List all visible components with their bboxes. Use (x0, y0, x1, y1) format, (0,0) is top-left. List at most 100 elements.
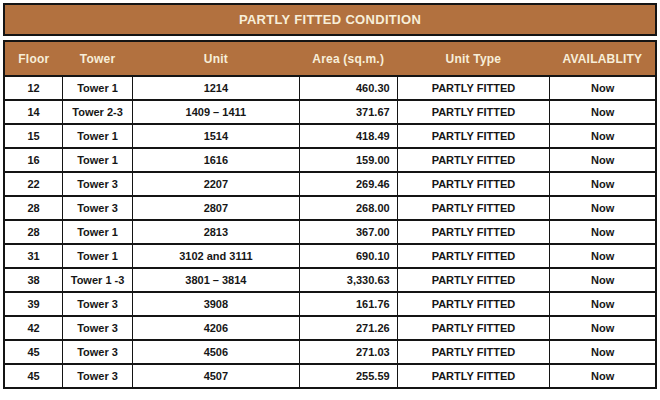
cell-availability: Now (550, 196, 656, 220)
units-table: Floor Tower Unit Area (sq.m.) Unit Type … (3, 40, 657, 389)
cell-unit-type: PARTLY FITTED (397, 196, 550, 220)
cell-area: 255.59 (299, 364, 397, 388)
cell-floor: 15 (4, 124, 63, 148)
column-header-availability: AVAILABLITY (550, 41, 656, 76)
cell-floor: 45 (4, 364, 63, 388)
cell-availability: Now (550, 268, 656, 292)
table-row: 14 Tower 2-3 1409 – 1411 371.67 PARTLY F… (4, 100, 656, 124)
column-header-unit: Unit (132, 41, 299, 76)
column-header-area: Area (sq.m.) (299, 41, 397, 76)
table-row: 38 Tower 1 -3 3801 – 3814 3,330.63 PARTL… (4, 268, 656, 292)
cell-floor: 22 (4, 172, 63, 196)
table-row: 28 Tower 1 2813 367.00 PARTLY FITTED Now (4, 220, 656, 244)
cell-unit-type: PARTLY FITTED (397, 100, 550, 124)
table-row: 15 Tower 1 1514 418.49 PARTLY FITTED Now (4, 124, 656, 148)
cell-unit-type: PARTLY FITTED (397, 220, 550, 244)
cell-tower: Tower 1 -3 (63, 268, 133, 292)
table-row: 31 Tower 1 3102 and 3111 690.10 PARTLY F… (4, 244, 656, 268)
cell-unit-type: PARTLY FITTED (397, 316, 550, 340)
cell-floor: 42 (4, 316, 63, 340)
cell-availability: Now (550, 316, 656, 340)
cell-unit: 2813 (132, 220, 299, 244)
cell-unit-type: PARTLY FITTED (397, 364, 550, 388)
cell-tower: Tower 1 (63, 220, 133, 244)
cell-floor: 28 (4, 220, 63, 244)
cell-availability: Now (550, 292, 656, 316)
cell-floor: 38 (4, 268, 63, 292)
cell-area: 268.00 (299, 196, 397, 220)
cell-unit-type: PARTLY FITTED (397, 76, 550, 100)
cell-tower: Tower 1 (63, 124, 133, 148)
cell-tower: Tower 2-3 (63, 100, 133, 124)
cell-unit-type: PARTLY FITTED (397, 340, 550, 364)
table-row: 28 Tower 3 2807 268.00 PARTLY FITTED Now (4, 196, 656, 220)
cell-area: 367.00 (299, 220, 397, 244)
cell-unit: 2207 (132, 172, 299, 196)
cell-tower: Tower 3 (63, 172, 133, 196)
cell-tower: Tower 3 (63, 316, 133, 340)
cell-availability: Now (550, 220, 656, 244)
cell-area: 159.00 (299, 148, 397, 172)
cell-tower: Tower 3 (63, 364, 133, 388)
table-row: 16 Tower 1 1616 159.00 PARTLY FITTED Now (4, 148, 656, 172)
cell-unit: 1514 (132, 124, 299, 148)
cell-availability: Now (550, 244, 656, 268)
cell-tower: Tower 1 (63, 148, 133, 172)
cell-area: 418.49 (299, 124, 397, 148)
cell-tower: Tower 3 (63, 196, 133, 220)
cell-unit: 1214 (132, 76, 299, 100)
cell-unit: 1409 – 1411 (132, 100, 299, 124)
cell-unit: 4507 (132, 364, 299, 388)
condition-sheet: PARTLY FITTED CONDITION Floor Tower Unit… (3, 3, 657, 389)
cell-unit-type: PARTLY FITTED (397, 172, 550, 196)
cell-availability: Now (550, 364, 656, 388)
table-row: 22 Tower 3 2207 269.46 PARTLY FITTED Now (4, 172, 656, 196)
cell-floor: 12 (4, 76, 63, 100)
cell-availability: Now (550, 100, 656, 124)
cell-tower: Tower 3 (63, 340, 133, 364)
cell-area: 271.26 (299, 316, 397, 340)
cell-unit: 4506 (132, 340, 299, 364)
cell-unit-type: PARTLY FITTED (397, 268, 550, 292)
cell-area: 271.03 (299, 340, 397, 364)
cell-tower: Tower 1 (63, 244, 133, 268)
cell-availability: Now (550, 340, 656, 364)
cell-unit-type: PARTLY FITTED (397, 244, 550, 268)
cell-floor: 39 (4, 292, 63, 316)
table-row: 12 Tower 1 1214 460.30 PARTLY FITTED Now (4, 76, 656, 100)
cell-unit-type: PARTLY FITTED (397, 148, 550, 172)
cell-area: 460.30 (299, 76, 397, 100)
table-row: 45 Tower 3 4506 271.03 PARTLY FITTED Now (4, 340, 656, 364)
table-body: 12 Tower 1 1214 460.30 PARTLY FITTED Now… (4, 76, 656, 388)
cell-unit: 4206 (132, 316, 299, 340)
cell-availability: Now (550, 76, 656, 100)
cell-unit-type: PARTLY FITTED (397, 292, 550, 316)
cell-area: 161.76 (299, 292, 397, 316)
cell-floor: 14 (4, 100, 63, 124)
cell-unit-type: PARTLY FITTED (397, 124, 550, 148)
cell-area: 3,330.63 (299, 268, 397, 292)
cell-unit: 3908 (132, 292, 299, 316)
table-header-row: Floor Tower Unit Area (sq.m.) Unit Type … (4, 41, 656, 76)
table-row: 45 Tower 3 4507 255.59 PARTLY FITTED Now (4, 364, 656, 388)
cell-area: 690.10 (299, 244, 397, 268)
cell-unit: 1616 (132, 148, 299, 172)
cell-availability: Now (550, 148, 656, 172)
table-title: PARTLY FITTED CONDITION (239, 12, 421, 27)
cell-unit: 3102 and 3111 (132, 244, 299, 268)
cell-area: 371.67 (299, 100, 397, 124)
table-row: 42 Tower 3 4206 271.26 PARTLY FITTED Now (4, 316, 656, 340)
table-title-bar: PARTLY FITTED CONDITION (3, 3, 657, 36)
cell-floor: 45 (4, 340, 63, 364)
cell-tower: Tower 1 (63, 76, 133, 100)
column-header-floor: Floor (4, 41, 63, 76)
cell-floor: 28 (4, 196, 63, 220)
column-header-tower: Tower (63, 41, 133, 76)
table-row: 39 Tower 3 3908 161.76 PARTLY FITTED Now (4, 292, 656, 316)
cell-floor: 16 (4, 148, 63, 172)
cell-floor: 31 (4, 244, 63, 268)
cell-unit: 2807 (132, 196, 299, 220)
cell-area: 269.46 (299, 172, 397, 196)
cell-availability: Now (550, 124, 656, 148)
column-header-unit-type: Unit Type (397, 41, 550, 76)
